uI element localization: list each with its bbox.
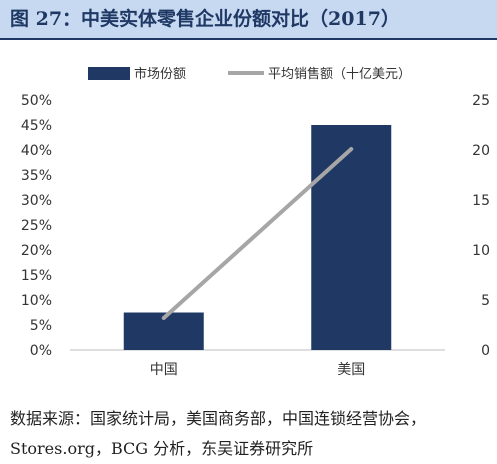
legend-label-market-share: 市场份额 [134,66,186,82]
left-tick-label: 45% [21,118,52,134]
line-series [161,147,354,320]
chart-title: 图 27：中美实体零售企业份额对比（2017） [10,8,400,30]
category-labels: 中国 美国 [150,362,366,378]
left-tick-label: 20% [21,243,52,259]
left-tick-label: 40% [21,143,52,159]
category-label: 中国 [150,362,178,378]
legend-label-avg-sales: 平均销售额（十亿美元） [268,66,411,82]
right-tick-label: 0 [481,343,490,359]
category-label: 美国 [337,362,365,378]
legend-swatch-market-share [88,67,130,80]
legend: 市场份额 平均销售额（十亿美元） [88,66,411,82]
left-tick-label: 5% [30,318,52,334]
left-tick-label: 15% [21,268,52,284]
source-note: 数据来源：国家统计局，美国商务部，中国连锁经营协会，Stores.org，BCG… [10,409,427,458]
series-line-avg-sales [161,147,354,320]
right-tick-label: 5 [481,293,490,309]
left-tick-label: 35% [21,168,52,184]
right-tick-label: 25 [472,93,490,109]
bars [123,125,392,350]
right-axis-ticks: 0 5 10 15 20 25 [472,93,490,359]
left-tick-label: 50% [21,93,52,109]
bar [311,125,392,350]
left-tick-label: 25% [21,218,52,234]
right-tick-label: 10 [472,243,490,259]
left-tick-label: 30% [21,193,52,209]
left-tick-label: 0% [30,343,52,359]
left-axis-ticks: 0% 5% 10% 15% 20% 25% 30% 35% 40% 45% 50% [21,93,52,359]
chart: 市场份额 平均销售额（十亿美元） 0% 5% 10% 15% 20% 25% 30% 35% 4… [21,66,490,378]
right-tick-label: 20 [472,143,490,159]
right-tick-label: 15 [472,193,490,209]
left-tick-label: 10% [21,293,52,309]
title-bar: 图 27：中美实体零售企业份额对比（2017） [0,0,497,40]
